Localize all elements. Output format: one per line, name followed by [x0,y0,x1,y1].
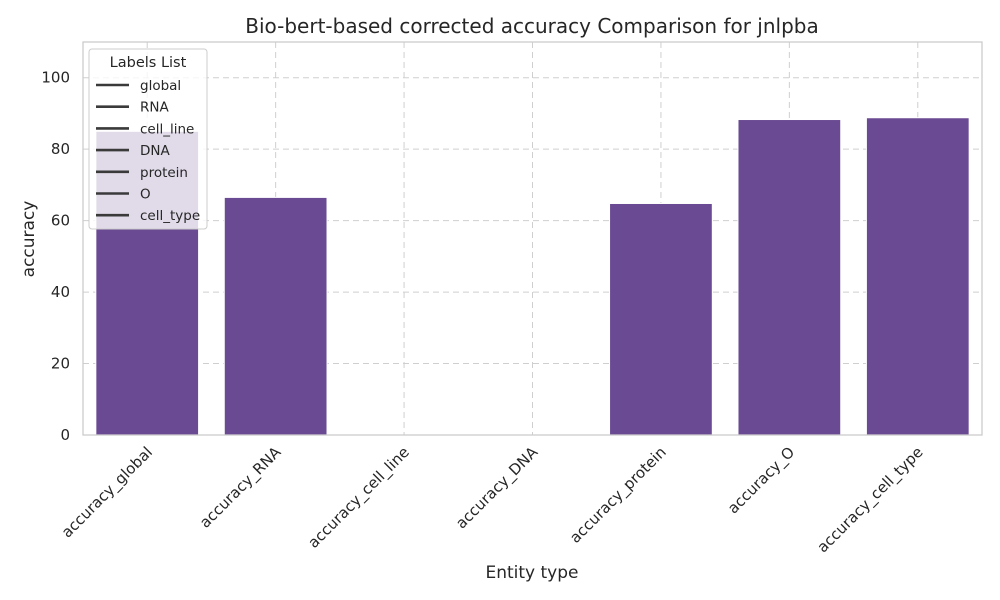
legend-label: cell_line [140,121,194,137]
x-tick-label: accuracy_protein [566,443,670,547]
legend-item: DNA [96,143,170,159]
y-tick-label: 0 [60,426,70,444]
bars [95,117,970,436]
legend-label: DNA [140,143,170,159]
legend-item: global [96,78,181,94]
x-tick-label: accuracy_O [724,443,799,518]
y-axis-ticks: 0 20 40 60 80 100 [41,69,70,444]
bar [865,117,970,436]
legend-label: protein [140,165,188,181]
legend: Labels List global RNA cell_line DNA protein… [88,48,208,230]
x-tick-label: accuracy_cell_type [813,443,927,557]
legend-item: cell_line [96,121,194,137]
legend-box [88,48,208,230]
legend-item: protein [96,165,188,181]
legend-title: Labels List [110,55,187,71]
legend-item: cell_type [96,208,200,224]
bar [223,196,328,436]
plot-frame [82,41,983,436]
grid [83,42,982,436]
x-axis-label: Entity type [485,563,578,583]
y-tick-label: 80 [51,140,70,158]
legend-label: O [140,187,151,203]
legend-label: cell_type [140,208,200,224]
legend-item: O [96,187,151,203]
x-tick-label: accuracy_DNA [452,443,542,533]
bar [609,202,713,436]
x-axis-ticks: accuracy_global accuracy_RNA accuracy_cell… [58,443,928,557]
chart-title: Bio-bert-based corrected accuracy Compar… [245,14,819,38]
y-tick-label: 100 [41,69,70,87]
legend-label: RNA [140,100,169,116]
y-axis-label: accuracy [19,201,39,278]
bar [737,119,842,436]
legend-item: RNA [96,100,169,116]
y-tick-label: 20 [51,355,70,373]
y-tick-label: 60 [51,212,70,230]
x-tick-label: accuracy_cell_line [304,443,413,552]
x-tick-label: accuracy_global [58,443,157,542]
x-tick-label: accuracy_RNA [196,443,286,533]
legend-label: global [140,78,181,94]
y-tick-label: 40 [51,283,70,301]
